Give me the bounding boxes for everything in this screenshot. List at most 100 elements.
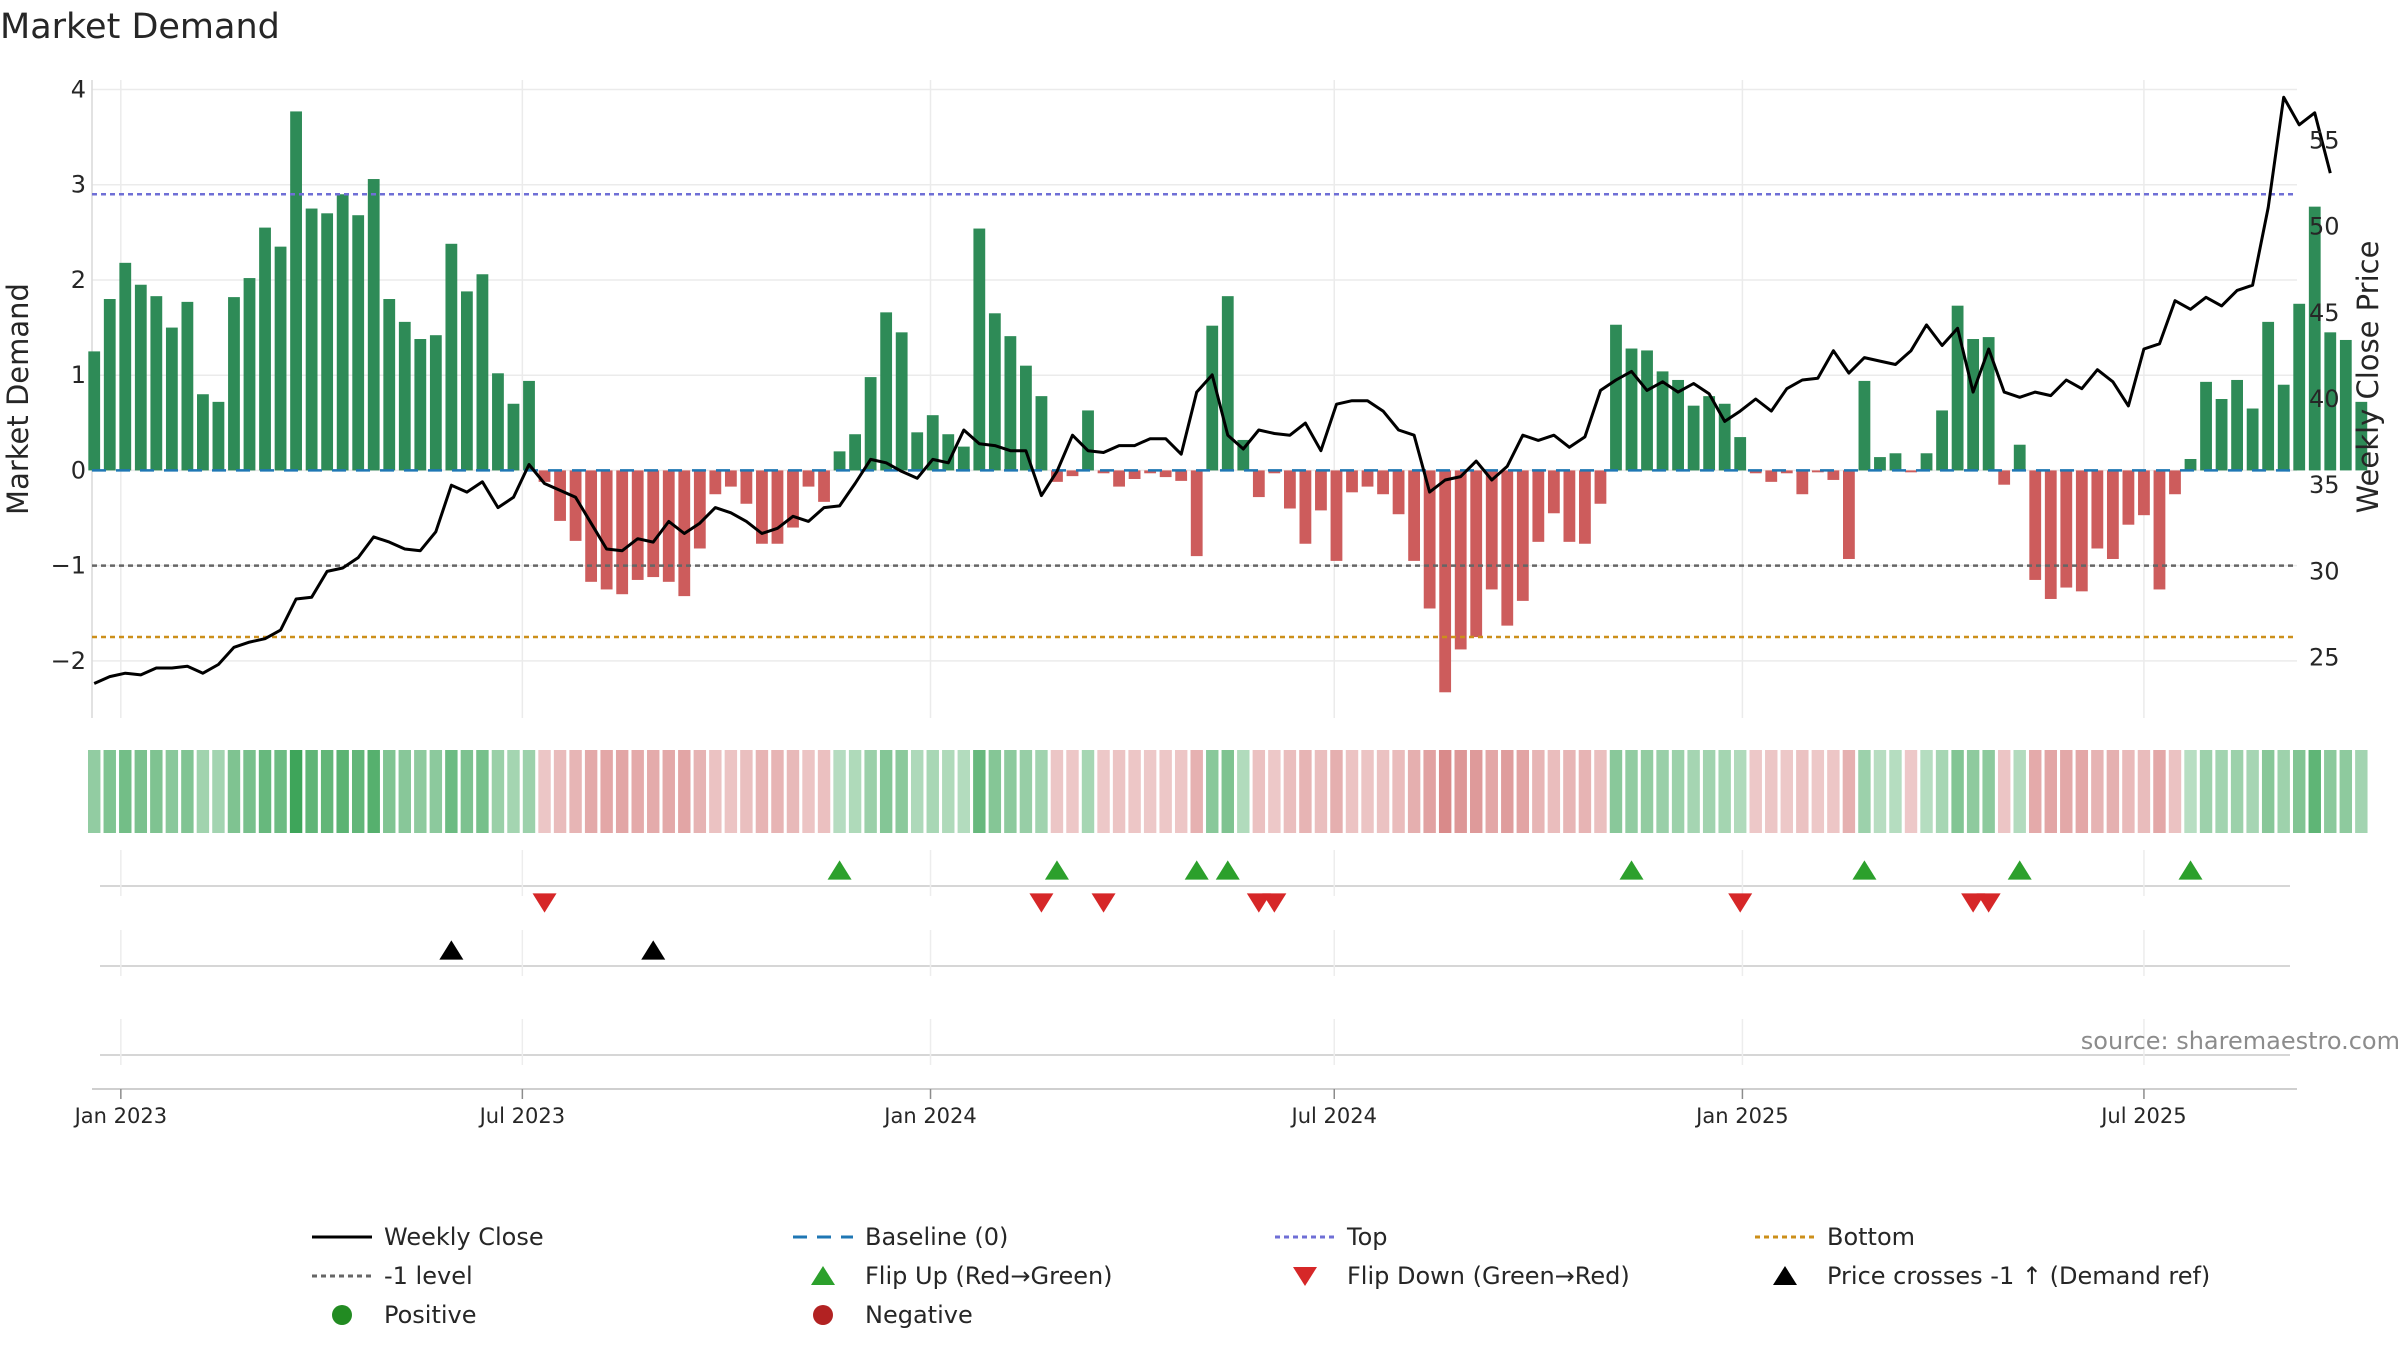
strip-cell (833, 750, 846, 833)
strip-cell (119, 750, 132, 833)
legend-item-cross: Price crosses -1 ↑ (Demand ref) (1773, 1262, 2210, 1290)
strip-cell (1268, 750, 1281, 833)
demand-bar (2200, 381, 2212, 471)
demand-bar (1346, 470, 1358, 493)
strip-cell (662, 750, 675, 833)
strip-cell (305, 750, 318, 833)
y2-tick-label: 50 (2309, 213, 2340, 241)
demand-bar (1097, 470, 1110, 474)
strip-cell (553, 750, 567, 833)
demand-bar (119, 262, 132, 471)
demand-bar (1672, 379, 1684, 471)
strip-cell (1159, 750, 1172, 833)
demand-bar (1330, 470, 1343, 561)
demand-bar (1408, 470, 1421, 561)
strip-cell (289, 750, 303, 833)
strip-cell (1594, 750, 1607, 833)
demand-bar (1159, 470, 1172, 478)
demand-bar (1516, 470, 1529, 601)
demand-bar (1470, 470, 1483, 638)
demand-bar (1749, 470, 1762, 474)
demand-bar (1221, 296, 1234, 471)
strip-cell (1687, 750, 1700, 833)
demand-bar (1004, 336, 1017, 471)
demand-bar (1874, 457, 1886, 471)
legend-label: Top (1346, 1223, 1388, 1251)
demand-bar (2262, 321, 2275, 471)
source-note: source: sharemaestro.com (2081, 1027, 2400, 1055)
demand-bar (1594, 470, 1607, 504)
demand-bar (1299, 470, 1312, 544)
strip-cell (1609, 750, 1623, 833)
demand-bar (2324, 332, 2337, 471)
demand-bar (662, 470, 675, 582)
strip-cell (817, 750, 831, 833)
demand-bar (693, 470, 706, 549)
demand-bar (1920, 453, 1933, 471)
strip-cell (165, 750, 179, 833)
demand-bar (942, 434, 955, 471)
demand-bar (1439, 470, 1452, 693)
demand-bar (1982, 337, 1995, 471)
demand-bar (321, 213, 334, 471)
flip-down-marker (532, 893, 557, 913)
strip-cell (600, 750, 613, 833)
strip-cell (336, 750, 349, 833)
demand-bar (228, 297, 240, 471)
strip-cell (1516, 750, 1530, 833)
demand-color-strip (88, 750, 2368, 833)
x-tick-label: Jul 2025 (2099, 1104, 2186, 1128)
demand-bar (1610, 324, 1622, 471)
flip-down-marker (1029, 893, 1054, 913)
demand-bar (957, 446, 970, 471)
strip-cell (2261, 750, 2275, 833)
legend-item-baseline: Baseline (0) (793, 1223, 1008, 1251)
legend-label: Flip Up (Red→Green) (865, 1262, 1113, 1290)
strip-cell (1827, 750, 1840, 833)
demand-bar (600, 470, 613, 590)
strip-cell (1578, 750, 1592, 833)
strip-cell (1314, 750, 1328, 833)
flip-down-marker (1262, 893, 1287, 913)
demand-bar (259, 227, 271, 471)
strip-cell (1143, 750, 1157, 833)
strip-cell (1904, 750, 1918, 833)
demand-bar (616, 470, 629, 595)
legend-swatch-flip-up (811, 1266, 835, 1285)
legend-item-close: Weekly Close (312, 1223, 544, 1251)
demand-bar (1936, 410, 1948, 471)
strip-cell (1796, 750, 1809, 833)
demand-bar (1656, 371, 1669, 471)
y-tick-label: 3 (71, 171, 86, 199)
demand-bar (724, 470, 737, 487)
demand-bar (802, 470, 815, 487)
demand-bar (1703, 396, 1716, 471)
strip-cell (1438, 750, 1452, 833)
y2-tick-label: 40 (2309, 385, 2340, 413)
strip-cell (2355, 750, 2368, 833)
price-cross-marker (439, 940, 464, 960)
strip-cell (2199, 750, 2213, 833)
level-lines (92, 193, 2297, 639)
demand-bar (740, 470, 753, 504)
strip-cell (1873, 750, 1887, 833)
strip-cell (383, 750, 396, 833)
strip-cell (678, 750, 691, 833)
strip-cell (1097, 750, 1110, 833)
demand-bar (445, 243, 458, 471)
demand-bars (88, 111, 2368, 693)
strip-cell (1299, 750, 1312, 833)
demand-bar (1718, 403, 1731, 471)
strip-cell (522, 750, 536, 833)
strip-cell (740, 750, 753, 833)
y-tick-label: 1 (71, 361, 86, 389)
demand-bar (554, 470, 566, 521)
strip-cell (1749, 750, 1762, 833)
strip-cell (414, 750, 427, 833)
strip-cell (2060, 750, 2073, 833)
flip-up-marker (2178, 860, 2203, 880)
demand-bar (2060, 470, 2073, 588)
strip-cell (1501, 750, 1514, 833)
demand-bar (414, 339, 427, 471)
demand-bar (1454, 470, 1467, 650)
